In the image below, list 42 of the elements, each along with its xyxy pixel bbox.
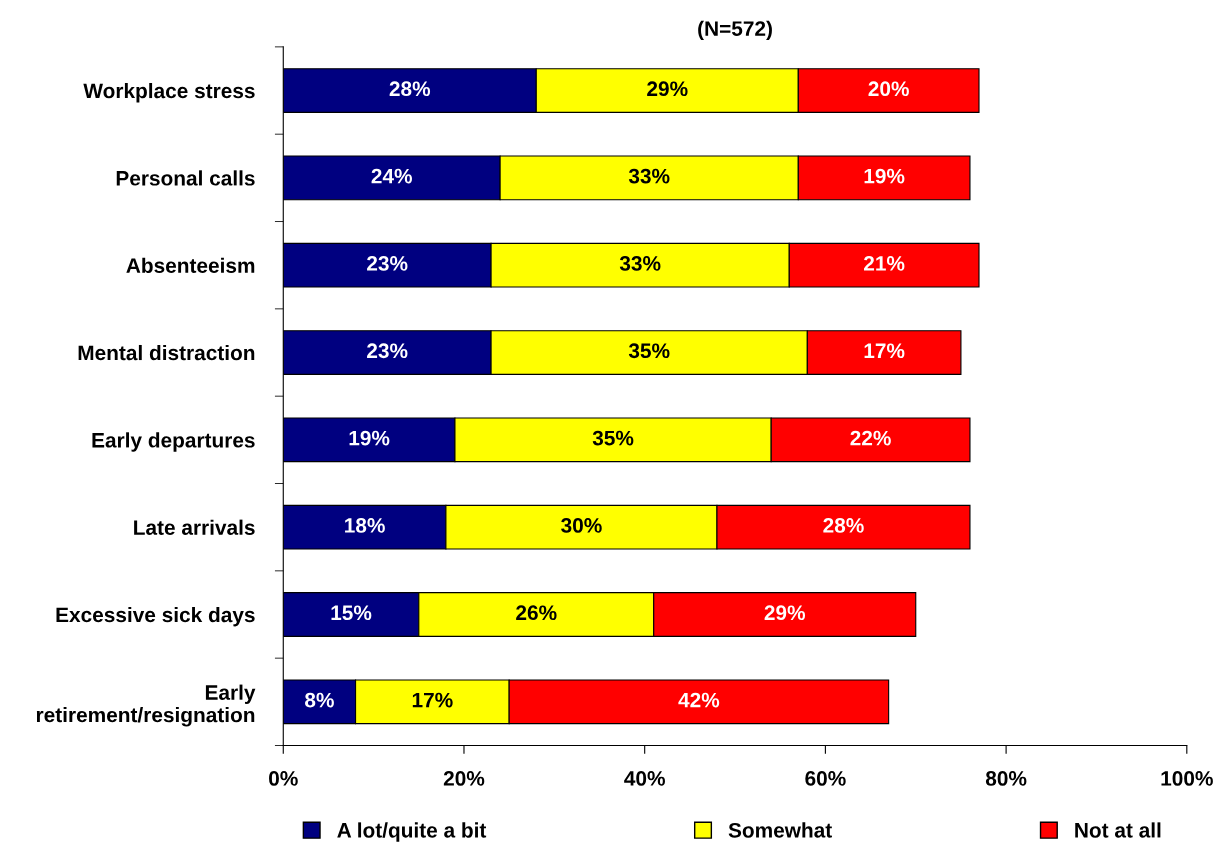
data-label: 26% — [516, 605, 557, 621]
legend-label: A lot/quite a bit — [337, 822, 487, 842]
data-label: 22% — [850, 430, 891, 446]
x-tick-label: 0% — [269, 771, 298, 786]
y-tick-label: Late arrivals — [134, 519, 255, 535]
x-tick-label: 60% — [805, 771, 846, 786]
data-label: 28% — [823, 518, 864, 533]
data-label: 23% — [367, 256, 408, 271]
data-label: 24% — [371, 168, 412, 184]
data-label: 42% — [678, 692, 720, 708]
data-label: 30% — [561, 518, 602, 533]
data-label: 20% — [868, 81, 909, 97]
x-tick-label: 20% — [443, 771, 485, 786]
data-label: 21% — [864, 256, 905, 271]
y-tick-label: Early departures — [92, 432, 255, 452]
data-label: 19% — [349, 430, 390, 446]
data-label: 19% — [864, 168, 905, 184]
chart-title: (N=572) — [698, 20, 772, 41]
y-tick-label: Workplace stress — [83, 82, 255, 103]
data-label: 29% — [647, 81, 688, 97]
x-tick-label: 40% — [624, 771, 665, 786]
data-label: 35% — [628, 343, 670, 359]
data-label: 8% — [305, 692, 334, 708]
data-label: 33% — [628, 168, 670, 184]
y-tick-label: Excessive sick days — [56, 606, 255, 627]
data-label: 23% — [367, 343, 408, 359]
data-label: 33% — [619, 256, 661, 271]
data-label: 17% — [412, 692, 453, 708]
data-label: 28% — [389, 81, 431, 97]
data-label: 35% — [592, 430, 634, 446]
data-label: 17% — [864, 343, 905, 359]
data-label: 29% — [764, 605, 806, 621]
y-tick-label: Absenteeism — [126, 257, 255, 273]
data-label: 18% — [345, 518, 385, 533]
x-tick-label: 100% — [1161, 771, 1213, 786]
y-tick-label: Mental distraction — [78, 344, 255, 361]
y-tick-label: Early retirement/resignation — [36, 684, 256, 727]
data-label: 15% — [331, 605, 372, 621]
legend-label: Not at all — [1075, 822, 1161, 838]
x-tick-label: 80% — [985, 771, 1027, 786]
y-tick-label: Personal calls — [116, 170, 255, 186]
legend-label: Somewhat — [728, 822, 832, 838]
